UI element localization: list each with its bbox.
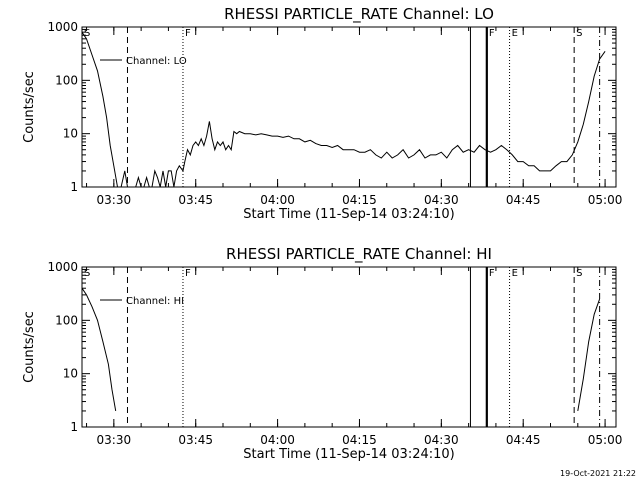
event-marker-label: E — [512, 28, 518, 39]
x-axis-label: Start Time (11-Sep-14 03:24:10) — [243, 447, 454, 462]
event-marker-label: F — [185, 268, 191, 279]
chart-panel-1: RHESSI PARTICLE_RATE Channel: HI 03:30 03:… — [22, 245, 622, 462]
x-tick-label: 03:30 — [97, 193, 132, 207]
x-tick-label: 04:00 — [260, 193, 295, 207]
x-tick-label: 04:30 — [424, 193, 459, 207]
event-marker-label: S — [576, 28, 582, 39]
y-tick-label: 1000 — [47, 20, 78, 34]
x-tick-label: 04:45 — [506, 193, 541, 207]
event-marker-label: S — [84, 28, 90, 39]
event-marker-label: F — [489, 28, 495, 39]
y-tick-label: 10 — [63, 367, 78, 381]
legend-label: Channel: LO — [126, 56, 187, 67]
chart-title: RHESSI PARTICLE_RATE Channel: HI — [226, 245, 492, 264]
x-axis-label: Start Time (11-Sep-14 03:24:10) — [243, 207, 454, 222]
x-tick-label: 04:45 — [506, 433, 541, 447]
event-marker-label: E — [512, 268, 518, 279]
event-marker-label: S — [84, 268, 90, 279]
series-line — [577, 298, 601, 411]
x-tick-label: 04:30 — [424, 433, 459, 447]
y-axis-label: Counts/sec — [22, 71, 37, 143]
event-marker-label: F — [489, 268, 495, 279]
legend-label: Channel: HI — [126, 296, 184, 307]
event-marker-label: S — [576, 268, 582, 279]
y-tick-label: 100 — [55, 313, 78, 327]
y-tick-label: 100 — [55, 73, 78, 87]
x-tick-label: 04:15 — [342, 433, 377, 447]
x-tick-label: 03:45 — [178, 433, 213, 447]
chart-title: RHESSI PARTICLE_RATE Channel: LO — [224, 5, 494, 24]
timestamp: 19-Oct-2021 21:22 — [560, 469, 636, 478]
y-tick-label: 1 — [70, 180, 78, 194]
y-tick-label: 10 — [63, 127, 78, 141]
y-tick-label: 1 — [70, 420, 78, 434]
chart-panel-0: RHESSI PARTICLE_RATE Channel: LO 03:30 03:… — [22, 5, 622, 222]
y-axis-label: Counts/sec — [22, 311, 37, 383]
x-tick-label: 05:00 — [588, 193, 623, 207]
y-tick-label: 1000 — [47, 260, 78, 274]
event-marker-label: F — [185, 28, 191, 39]
x-tick-label: 03:30 — [97, 433, 132, 447]
plot-frame — [81, 26, 617, 188]
series-line — [82, 31, 606, 187]
plot-frame — [81, 266, 617, 428]
x-tick-label: 04:15 — [342, 193, 377, 207]
x-tick-label: 05:00 — [588, 433, 623, 447]
x-tick-label: 04:00 — [260, 433, 295, 447]
x-tick-label: 03:45 — [178, 193, 213, 207]
series-line — [82, 287, 117, 411]
